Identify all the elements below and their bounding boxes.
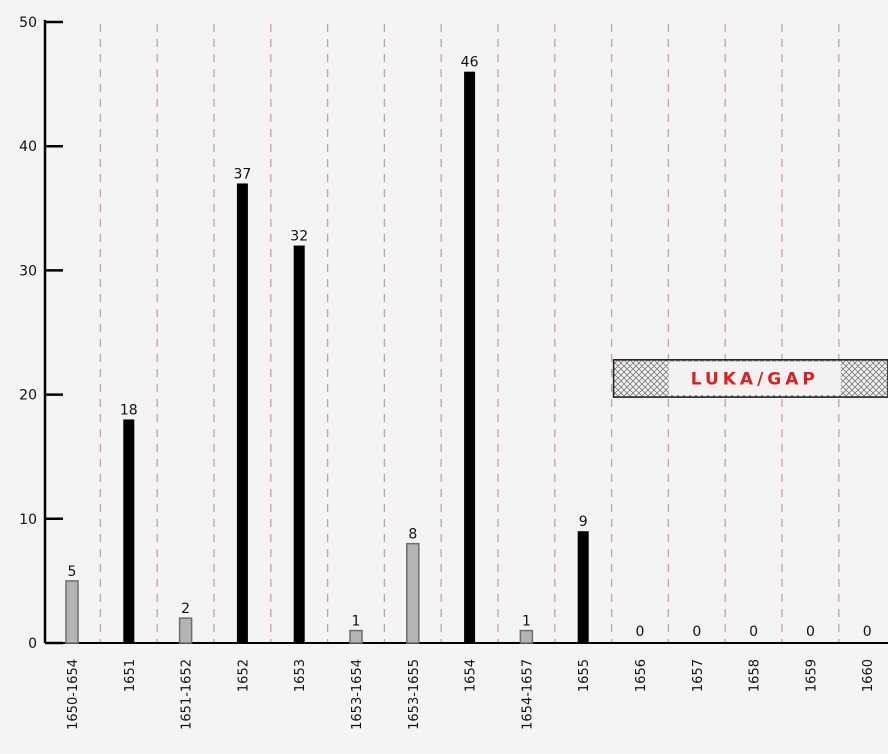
category-label: 1659 [804,659,819,692]
bar-value-label: 37 [233,166,251,182]
category-label: 1658 [748,659,763,692]
category-label: 1654-1657 [520,659,535,730]
gap-label-background [668,361,841,396]
y-tick-label: 10 [19,512,37,528]
y-tick-label: 40 [19,139,37,155]
bar [178,617,193,644]
bar-value-label: 0 [692,624,701,640]
bar [577,531,589,643]
category-label: 1657 [691,659,706,692]
category-label: 1651-1652 [180,659,195,730]
data-labels: 51650-165418165121651-165237165232165311… [66,55,876,730]
bar-value-label: 0 [863,624,872,640]
bar [349,629,363,644]
bar-value-label: 5 [68,564,77,580]
category-label: 1652 [236,659,251,692]
bar-value-label: 0 [806,624,815,640]
category-label: 1654 [464,659,479,692]
y-tick-label: 50 [19,15,37,31]
category-label: 1656 [634,659,649,692]
category-label: 1651 [123,659,138,692]
category-label: 1653 [293,659,308,692]
bar-value-label: 1 [522,614,531,630]
grid-lines [99,24,840,643]
bar [293,245,305,643]
gap-label: LUKA/GAP [691,369,819,389]
bar-value-label: 0 [636,624,645,640]
bar-value-label: 18 [120,402,138,418]
category-label: 1655 [577,659,592,692]
gap-annotation: LUKA/GAP [612,359,888,398]
category-label: 1660 [861,659,876,692]
bar-value-label: 1 [352,614,361,630]
bar [123,419,135,643]
bar-value-label: 2 [181,601,190,617]
bar [464,71,476,644]
y-tick-label: 0 [28,636,37,652]
y-tick-label: 20 [19,388,37,404]
bar [519,629,534,644]
bar-value-label: 46 [461,55,479,71]
category-label: 1653-1654 [350,659,365,730]
bar-value-label: 0 [749,624,758,640]
bar-value-label: 9 [579,514,588,530]
bar [236,183,248,643]
category-label: 1653-1655 [407,659,422,730]
category-label: 1650-1654 [66,659,81,730]
bar [65,580,79,644]
bar-value-label: 32 [290,229,308,245]
y-tick-label: 30 [19,263,37,279]
bars [65,71,589,644]
bar-value-label: 8 [408,527,417,543]
bar [406,542,420,644]
